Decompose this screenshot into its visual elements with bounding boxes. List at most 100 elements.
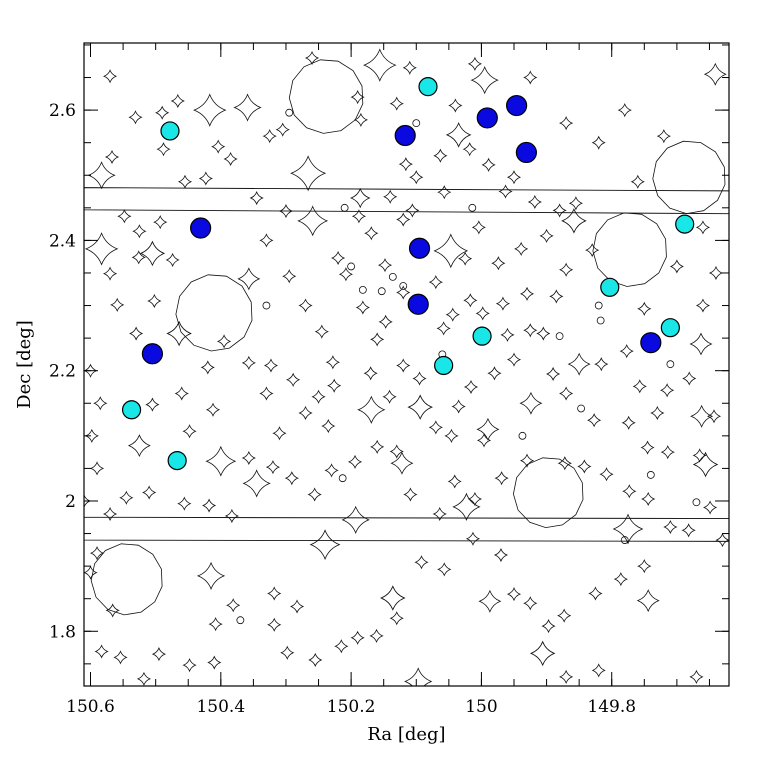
- mask-diamond: [347, 454, 363, 469]
- mask-diamond: [298, 298, 313, 313]
- mask-diamond: [198, 171, 213, 186]
- mask-star: [297, 205, 329, 237]
- mask-dot: [399, 282, 408, 290]
- mask-diamond: [298, 405, 313, 421]
- mask-diamond: [432, 506, 447, 522]
- mask-dot: [338, 474, 347, 483]
- mask-diamond: [311, 389, 326, 404]
- mask-dot: [666, 360, 675, 369]
- mask-star: [84, 232, 119, 266]
- mask-diamond: [471, 220, 486, 235]
- mask-diamond: [660, 383, 675, 398]
- mask-dot: [340, 203, 349, 212]
- mask-diamond: [84, 428, 99, 443]
- mask-diamond: [559, 116, 574, 131]
- mask-diamond: [142, 485, 157, 500]
- mask-diamond: [334, 639, 349, 654]
- mask-diamond: [208, 617, 223, 632]
- mask-diamond: [495, 296, 511, 311]
- blue-point: [476, 107, 498, 129]
- mask-diamond: [136, 671, 152, 686]
- cyan-point: [600, 277, 620, 297]
- mask-diamond: [681, 523, 696, 538]
- mask-diamond: [382, 389, 397, 404]
- mask-diamond: [494, 471, 509, 486]
- mask-diamond: [324, 463, 339, 478]
- mask-diamond: [552, 203, 567, 218]
- mask-diamond: [370, 332, 385, 347]
- mask-diamond: [286, 372, 301, 387]
- mask-diamond: [557, 608, 572, 623]
- mask-diamond: [377, 258, 393, 273]
- mask-diamond: [398, 157, 413, 172]
- plot-frame: [83, 42, 730, 687]
- mask-dot: [236, 616, 245, 625]
- mask-diamond: [559, 669, 574, 684]
- mask-diamond: [177, 174, 193, 189]
- mask-diamond: [131, 250, 146, 265]
- mask-diamond: [436, 321, 451, 336]
- mask-dot: [692, 498, 701, 507]
- mask-star: [690, 404, 714, 428]
- mask-diamond: [536, 326, 551, 341]
- mask-star: [478, 589, 502, 613]
- mask-diamond: [695, 298, 711, 313]
- mask-diamond: [519, 453, 535, 468]
- mask-diamond: [174, 386, 189, 401]
- mask-star: [309, 529, 341, 561]
- mask-diamond: [506, 170, 522, 185]
- mask-diamond: [224, 508, 239, 524]
- mask-diamond: [93, 396, 108, 411]
- mask-dot: [518, 431, 527, 440]
- mask-star: [470, 66, 499, 95]
- mask-diamond: [262, 129, 277, 144]
- mask-diamond: [170, 93, 185, 109]
- mask-diamond: [476, 433, 492, 448]
- mask-circle: [592, 212, 667, 287]
- mask-diamond: [660, 445, 675, 460]
- cyan-point: [675, 214, 695, 234]
- mask-diamond: [396, 285, 411, 300]
- mask-star: [636, 589, 660, 613]
- mask-diamond: [249, 190, 264, 206]
- mask-diamond: [351, 209, 367, 224]
- mask-diamond: [201, 498, 217, 513]
- mask-diamond: [467, 491, 483, 507]
- mask-diamond: [640, 440, 655, 455]
- mask-diamond: [622, 484, 637, 499]
- mask-diamond: [338, 267, 354, 282]
- mask-diamond: [557, 456, 572, 471]
- mask-diamond: [263, 358, 279, 373]
- source-points: [121, 77, 695, 471]
- mask-dot: [285, 108, 294, 117]
- mask-diamond: [117, 209, 132, 224]
- mask-diamond: [539, 228, 554, 243]
- mask-diamond: [364, 226, 379, 241]
- mask-diamond: [396, 358, 411, 373]
- mask-diamond: [153, 215, 168, 230]
- mask-diamond: [275, 122, 290, 137]
- mask-diamond: [549, 289, 564, 304]
- mask-star: [561, 208, 587, 234]
- mask-diamond: [353, 112, 368, 127]
- mask-star: [233, 93, 262, 122]
- mask-diamond: [591, 663, 606, 678]
- mask-diamond: [307, 487, 322, 502]
- mask-dot: [347, 262, 356, 271]
- mask-star: [290, 155, 327, 192]
- mask-diamond: [265, 460, 281, 475]
- mask-diamond: [637, 559, 652, 574]
- mask-diamond: [321, 418, 336, 434]
- mask-diamond: [692, 448, 707, 463]
- mask-diamond: [389, 444, 404, 459]
- mask-diamond: [226, 598, 241, 613]
- cyan-point: [434, 355, 454, 376]
- mask-diamond: [129, 326, 144, 341]
- mask-diamond: [498, 184, 513, 199]
- y-axis-label: Dec [deg]: [14, 320, 35, 409]
- mask-diamond: [113, 650, 128, 665]
- mask-dot: [577, 404, 586, 413]
- mask-star: [166, 320, 192, 347]
- mask-diamond: [327, 378, 342, 393]
- mask-diamond: [267, 617, 282, 632]
